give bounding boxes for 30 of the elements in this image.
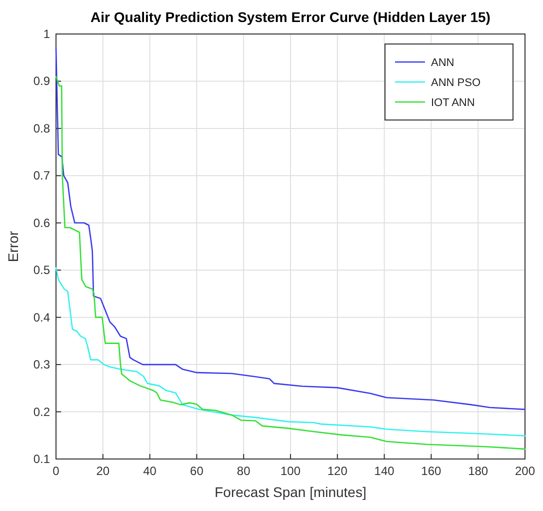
x-tick-label: 180 [468, 464, 488, 478]
x-tick-label: 20 [96, 464, 110, 478]
y-tick-label: 0.7 [33, 168, 50, 183]
x-tick-label: 140 [374, 464, 395, 478]
y-tick-label: 0.6 [33, 216, 50, 230]
y-tick-label: 0.3 [33, 358, 50, 372]
legend-label: ANN [431, 57, 454, 69]
line-series [55, 76, 526, 450]
y-tick-label: 1 [43, 27, 50, 41]
x-tick-label: 60 [190, 464, 204, 478]
legend-label: ANN PSO [431, 77, 481, 89]
y-tick-label: 0.2 [33, 404, 50, 419]
x-tick-label: 40 [143, 464, 157, 478]
line-series [55, 48, 526, 410]
y-tick-label: 0.5 [33, 263, 50, 278]
y-tick-label: 0.4 [33, 310, 50, 324]
legend-label: IOT ANN [431, 97, 475, 109]
y-axis-title: Error [5, 230, 21, 262]
x-tick-label: 120 [327, 464, 348, 478]
y-tick-label: 0.1 [33, 452, 50, 466]
x-axis-title: Forecast Span [minutes] [214, 484, 366, 500]
x-tick-label: 200 [514, 464, 536, 478]
chart-title: Air Quality Prediction System Error Curve (Hidden Layer 15) [90, 9, 490, 25]
y-tick-label: 0.9 [33, 74, 50, 88]
x-tick-label: 160 [421, 464, 442, 478]
line-series [55, 267, 526, 437]
y-tick-label: 0.8 [33, 121, 50, 136]
x-tick-label: 80 [236, 464, 251, 478]
x-tick-label: 100 [280, 464, 301, 478]
x-tick-label: 0 [52, 464, 60, 478]
